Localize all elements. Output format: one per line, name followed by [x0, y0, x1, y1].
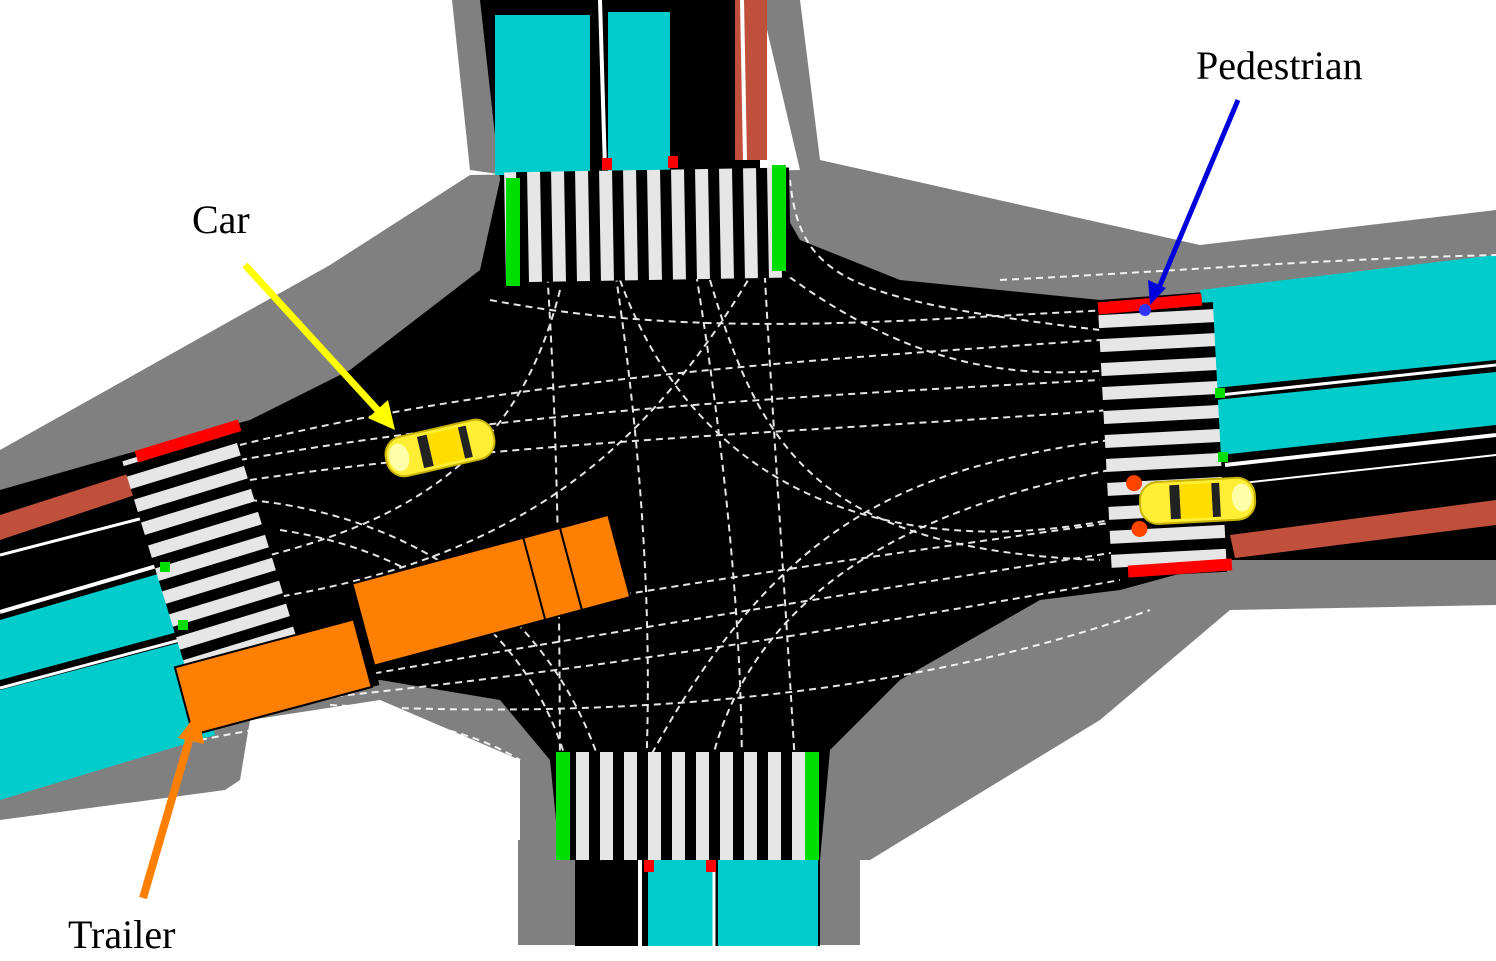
car-arrowhead	[368, 400, 395, 430]
car-label: Car	[192, 197, 250, 242]
trailer	[173, 513, 632, 737]
trailer-arrowhead	[178, 712, 204, 744]
crosswalk-east	[1098, 302, 1227, 578]
trailer-label: Trailer	[68, 912, 176, 957]
car-1	[384, 418, 496, 478]
car-arrow	[242, 262, 388, 421]
parking-bays	[0, 12, 1496, 946]
crosswalk-west	[122, 427, 306, 701]
crosswalk-south	[556, 752, 818, 860]
annotation-arrows	[139, 99, 1241, 900]
signal-west-top	[134, 419, 242, 463]
signal-north-left	[506, 178, 520, 286]
signal-south-left	[556, 752, 570, 860]
trailer-arrow	[139, 728, 196, 900]
car-2	[1126, 475, 1257, 537]
pedestrian	[1139, 304, 1151, 316]
signal-north-right	[772, 165, 786, 271]
crosswalk-north	[504, 167, 791, 283]
pedestrian-arrow	[1155, 99, 1241, 291]
signal-south-right	[805, 752, 819, 860]
pedestrian-label: Pedestrian	[1196, 43, 1363, 88]
bike-lanes	[0, 0, 1496, 558]
pedestrian-arrowhead	[1148, 280, 1166, 305]
signal-east-bottom	[1127, 558, 1233, 578]
